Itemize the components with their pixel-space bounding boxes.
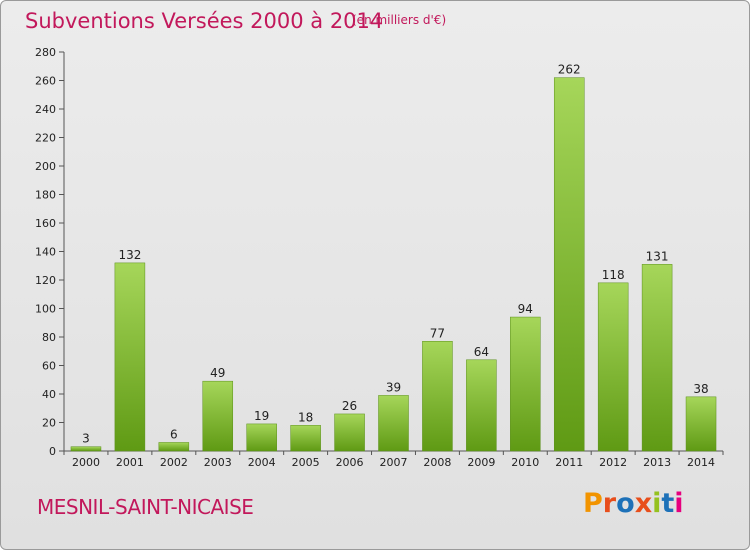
value-label-2003: 49: [210, 366, 225, 380]
value-labels: 3 132 6 49 19 18 26 39 77 64 94 262 118 131 38: [82, 63, 709, 446]
x-tick-label-2006: 2006: [336, 456, 364, 469]
bar-2013: [641, 264, 673, 452]
y-tick-label: 220: [35, 132, 56, 145]
chart-axes: 0 20 40 60 80 100 120 140 160 180 200 220 240 260 280 2…: [35, 46, 724, 469]
logo-letter: x: [634, 488, 653, 519]
bar-2009: [466, 359, 497, 452]
value-label-2011: 262: [558, 63, 581, 77]
x-tick-label-2013: 2013: [643, 456, 671, 469]
value-label-2006: 26: [342, 399, 357, 413]
logo-letter: i: [674, 488, 684, 519]
y-tick-label: 280: [35, 46, 56, 59]
bar-2011: [553, 77, 585, 452]
bar-2014: [685, 396, 717, 452]
bar-2000: [70, 446, 102, 452]
value-label-2013: 131: [646, 249, 669, 263]
x-tick-label-2000: 2000: [72, 456, 100, 469]
bar-2006: [334, 413, 365, 452]
y-tick-label: 0: [49, 445, 56, 458]
logo-letter: t: [661, 488, 675, 519]
bar-2008: [422, 341, 453, 452]
bar-2003: [202, 380, 234, 452]
commune-name: MESNIL-SAINT-NICAISE: [37, 495, 254, 519]
y-tick-label: 40: [42, 388, 56, 401]
x-tick-label-2011: 2011: [555, 456, 583, 469]
value-label-2014: 38: [693, 382, 708, 396]
x-tick-label-2002: 2002: [160, 456, 188, 469]
value-label-2005: 18: [298, 410, 313, 424]
x-tick-label-2008: 2008: [423, 456, 451, 469]
x-tick-label-2007: 2007: [380, 456, 408, 469]
value-label-2004: 19: [254, 409, 269, 423]
bar-2010: [510, 316, 541, 452]
y-tick-label: 20: [42, 417, 56, 430]
x-tick-label-2004: 2004: [248, 456, 276, 469]
x-tick-label-2014: 2014: [687, 456, 715, 469]
bar-2005: [290, 425, 321, 452]
x-tick-label-2009: 2009: [467, 456, 495, 469]
y-tick-label: 240: [35, 103, 56, 116]
y-tick-label: 140: [35, 246, 56, 259]
value-label-2002: 6: [170, 427, 178, 441]
y-tick-label: 200: [35, 160, 56, 173]
bar-2007: [378, 395, 409, 452]
y-tick-label: 180: [35, 189, 56, 202]
x-tick-label-2003: 2003: [204, 456, 232, 469]
chart-title: Subventions Versées 2000 à 2014: [25, 9, 384, 33]
bar-series: [70, 77, 717, 452]
proxiti-logo[interactable]: Proxiti: [583, 488, 684, 519]
x-tick-label-2012: 2012: [599, 456, 627, 469]
bar-2012: [597, 282, 629, 452]
logo-letter: o: [616, 488, 635, 519]
logo-letter: P: [583, 488, 603, 519]
value-label-2007: 39: [386, 380, 401, 394]
x-tick-label-2005: 2005: [292, 456, 320, 469]
value-label-2010: 94: [518, 302, 533, 316]
value-label-2000: 3: [82, 432, 90, 446]
y-tick-label: 160: [35, 217, 56, 230]
logo-letter: r: [602, 488, 617, 519]
y-tick-label: 100: [35, 303, 56, 316]
value-label-2008: 77: [430, 326, 445, 340]
bar-2001: [114, 262, 146, 452]
y-tick-label: 260: [35, 75, 56, 88]
x-tick-label-2010: 2010: [511, 456, 539, 469]
y-tick-label: 80: [42, 331, 56, 344]
bar-2002: [158, 442, 190, 452]
y-tick-label: 60: [42, 360, 56, 373]
x-tick-label-2001: 2001: [116, 456, 144, 469]
value-label-2001: 132: [118, 248, 141, 262]
y-tick-label: 120: [35, 274, 56, 287]
value-label-2009: 64: [474, 345, 489, 359]
chart-subtitle: (en milliers d'€): [352, 13, 447, 27]
bar-2004: [246, 423, 277, 452]
logo-letter: i: [652, 488, 662, 519]
value-label-2012: 118: [602, 268, 625, 282]
